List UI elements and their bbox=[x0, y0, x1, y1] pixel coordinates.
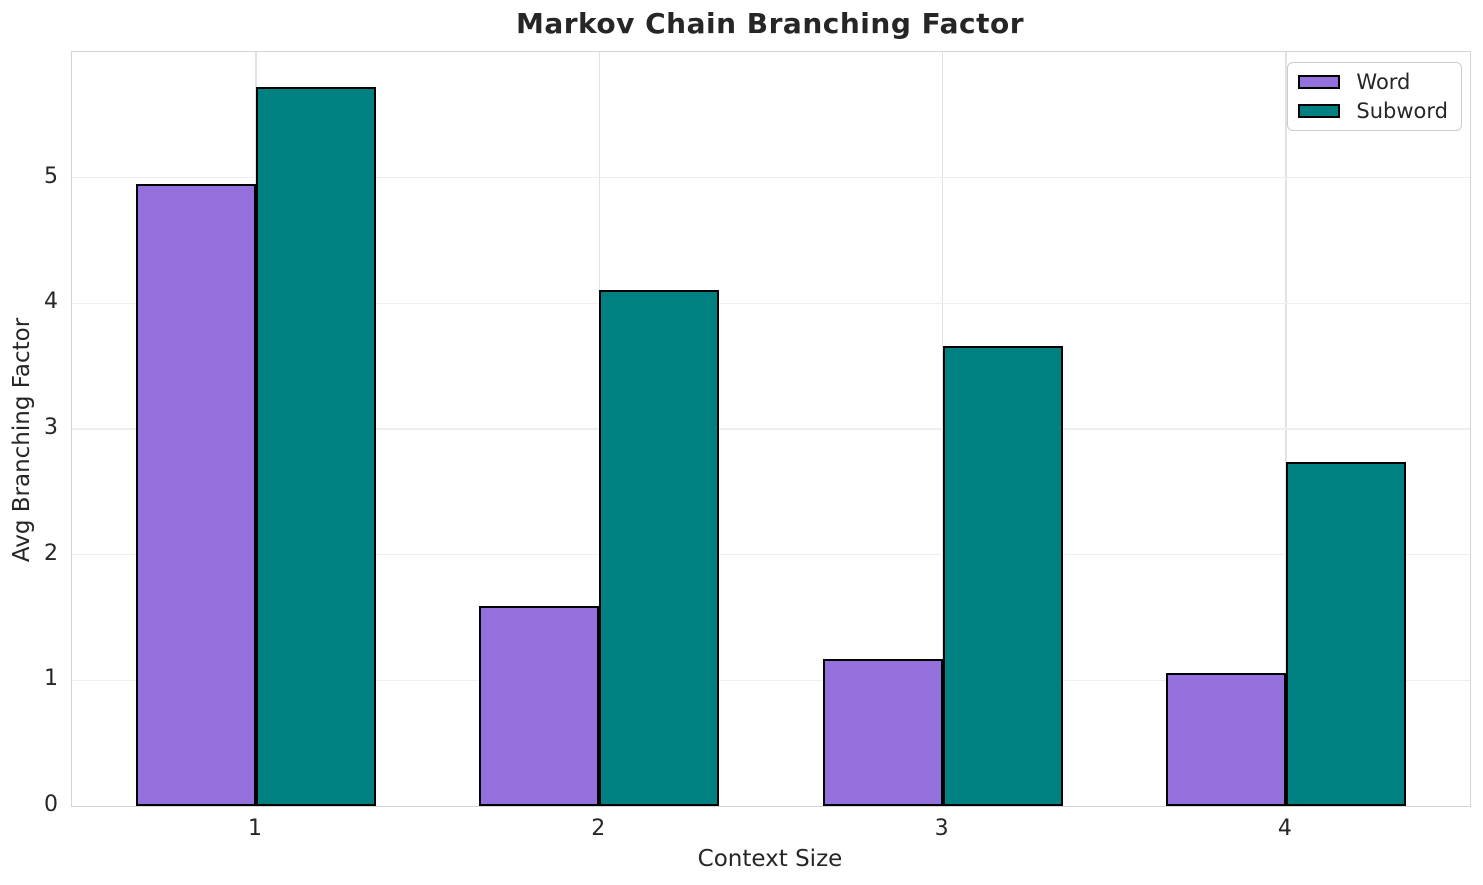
y-tick-label-2: 2 bbox=[44, 540, 58, 566]
gridline-y-5 bbox=[72, 176, 1470, 179]
gridline-y-2 bbox=[72, 553, 1470, 556]
y-tick-label-5: 5 bbox=[44, 163, 58, 189]
y-tick-label-0: 0 bbox=[44, 792, 58, 817]
bar-word-3 bbox=[822, 658, 943, 806]
gridline-y-1 bbox=[72, 679, 1470, 682]
chart-title: Markov Chain Branching Factor bbox=[515, 7, 1025, 40]
legend: Word Subword bbox=[1287, 62, 1462, 131]
x-tick-label-1: 1 bbox=[248, 816, 262, 841]
bar-subword-1 bbox=[256, 87, 376, 806]
bar-word-2 bbox=[479, 606, 600, 806]
legend-label-word: Word bbox=[1356, 70, 1411, 94]
gridline-y-3 bbox=[72, 428, 1470, 430]
x-tick-label-2: 2 bbox=[591, 816, 606, 841]
bar-word-1 bbox=[136, 183, 256, 806]
legend-item-subword: Subword bbox=[1298, 99, 1448, 123]
gridline-y-4 bbox=[72, 302, 1470, 305]
x-axis-label: Context Size bbox=[697, 846, 843, 872]
x-tick-label-3: 3 bbox=[934, 816, 949, 841]
plot-area: Word Subword bbox=[71, 51, 1471, 807]
legend-swatch-word bbox=[1298, 75, 1341, 89]
y-tick-label-1: 1 bbox=[44, 666, 58, 692]
bar-subword-2 bbox=[599, 289, 720, 806]
y-tick-label-3: 3 bbox=[44, 415, 58, 440]
x-tick-label-4: 4 bbox=[1277, 816, 1292, 841]
legend-label-subword: Subword bbox=[1356, 99, 1448, 123]
legend-item-word: Word bbox=[1298, 70, 1448, 94]
y-tick-label-4: 4 bbox=[44, 289, 58, 315]
legend-swatch-subword bbox=[1298, 104, 1341, 118]
bar-subword-4 bbox=[1285, 461, 1406, 806]
bar-subword-3 bbox=[942, 346, 1063, 806]
bar-word-4 bbox=[1165, 672, 1286, 806]
